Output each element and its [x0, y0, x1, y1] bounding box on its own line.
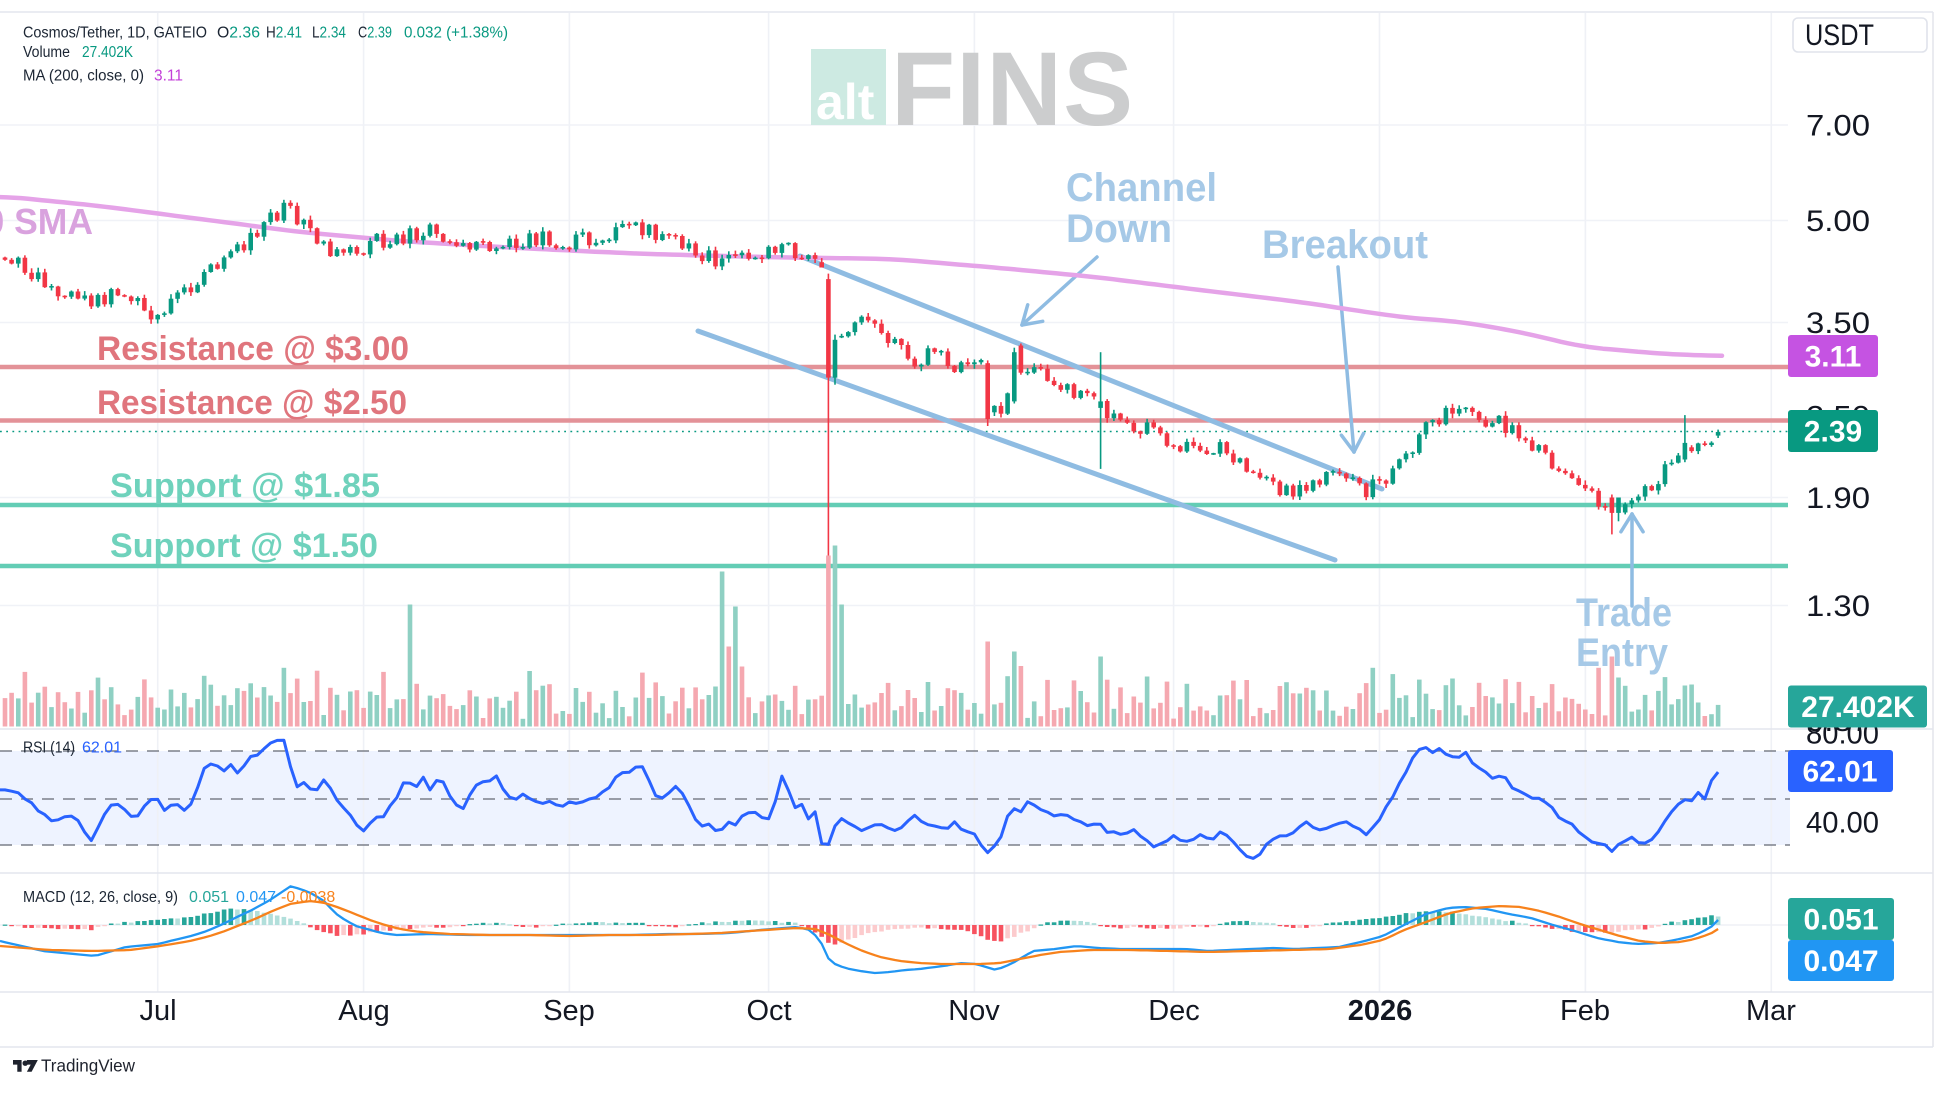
svg-text:alt: alt [816, 74, 875, 130]
svg-text:2.39: 2.39 [1804, 416, 1862, 449]
svg-text:Feb: Feb [1560, 995, 1610, 1027]
svg-text:Entry: Entry [1576, 631, 1669, 675]
svg-text:Support @ $1.85: Support @ $1.85 [110, 467, 380, 505]
svg-text:L2.34: L2.34 [312, 25, 346, 42]
svg-text:1.30: 1.30 [1806, 590, 1870, 623]
svg-text:0.032 (+1.38%): 0.032 (+1.38%) [404, 25, 508, 42]
svg-text:3.11: 3.11 [1805, 341, 1862, 374]
svg-text:Down: Down [1066, 207, 1172, 251]
svg-text:Volume: Volume [23, 44, 70, 61]
svg-text:Nov: Nov [948, 995, 1000, 1027]
svg-text:O2.36: O2.36 [217, 25, 260, 42]
svg-text:Oct: Oct [746, 995, 791, 1027]
svg-text:27.402K: 27.402K [82, 44, 134, 61]
svg-text:0.047: 0.047 [1803, 945, 1878, 978]
svg-text:RSI (14): RSI (14) [23, 740, 75, 757]
svg-text:MACD (12, 26, close, 9): MACD (12, 26, close, 9) [23, 889, 178, 906]
svg-text:Resistance @ $3.00: Resistance @ $3.00 [97, 330, 409, 368]
svg-text:MA (200, close, 0): MA (200, close, 0) [23, 68, 144, 85]
svg-text:Support @ $1.50: Support @ $1.50 [110, 527, 378, 565]
svg-text:200 SMA: 200 SMA [0, 201, 93, 242]
svg-text:-0.0038: -0.0038 [281, 889, 335, 906]
svg-text:Dec: Dec [1148, 995, 1200, 1027]
svg-text:Aug: Aug [338, 995, 390, 1027]
svg-text:0.047: 0.047 [236, 889, 276, 906]
svg-text:USDT: USDT [1805, 19, 1874, 52]
svg-text:Channel: Channel [1066, 166, 1217, 210]
svg-text:3.11: 3.11 [154, 68, 183, 85]
svg-text:C2.39: C2.39 [358, 25, 392, 42]
svg-text:TradingView: TradingView [41, 1056, 135, 1076]
svg-text:Resistance @ $2.50: Resistance @ $2.50 [97, 384, 407, 422]
svg-text:5.00: 5.00 [1806, 205, 1870, 238]
svg-text:62.01: 62.01 [82, 740, 122, 757]
svg-text:Jul: Jul [139, 995, 176, 1027]
svg-text:Cosmos/Tether, 1D, GATEIO: Cosmos/Tether, 1D, GATEIO [23, 25, 207, 42]
svg-text:FINS: FINS [891, 31, 1134, 148]
svg-text:Sep: Sep [543, 995, 595, 1027]
svg-text:40.00: 40.00 [1806, 807, 1879, 840]
svg-text:Mar: Mar [1746, 995, 1796, 1027]
svg-text:H2.41: H2.41 [266, 25, 302, 42]
svg-text:0.051: 0.051 [189, 889, 229, 906]
svg-text:0.051: 0.051 [1803, 904, 1878, 937]
svg-text:62.01: 62.01 [1802, 756, 1877, 789]
svg-text:3.50: 3.50 [1806, 307, 1870, 340]
svg-text:2026: 2026 [1348, 995, 1413, 1027]
svg-text:7.00: 7.00 [1806, 110, 1870, 143]
svg-text:27.402K: 27.402K [1801, 691, 1915, 724]
svg-text:1.90: 1.90 [1806, 482, 1870, 515]
svg-text:Breakout: Breakout [1262, 223, 1428, 267]
svg-text:Trade: Trade [1576, 591, 1672, 635]
